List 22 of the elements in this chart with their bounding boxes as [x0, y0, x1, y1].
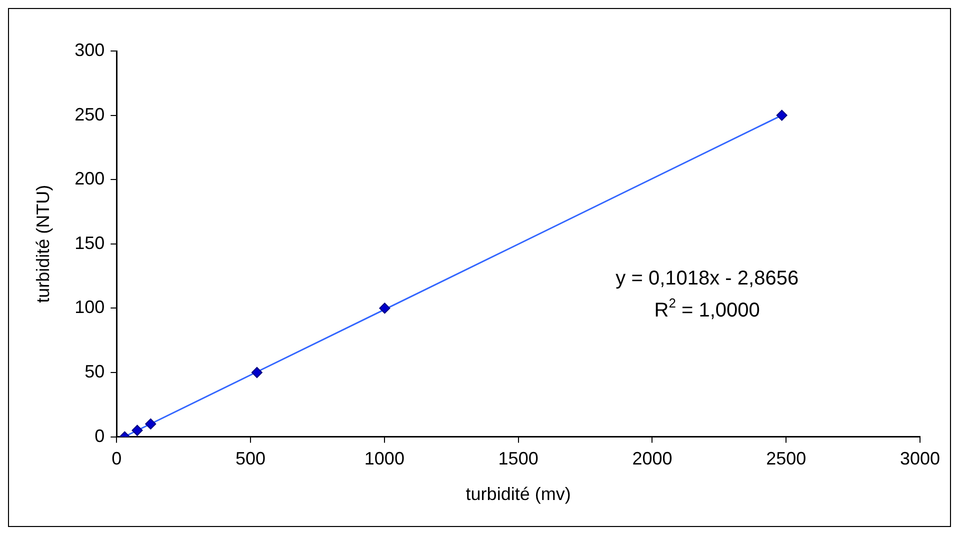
- y-tick-label: 300: [74, 40, 105, 60]
- y-tick-label: 200: [74, 168, 105, 189]
- x-axis-title: turbidité (mv): [466, 484, 571, 504]
- y-tick-label: 50: [84, 361, 105, 382]
- y-tick-label: 0: [94, 426, 105, 446]
- x-tick-label: 3000: [900, 448, 940, 469]
- y-tick-label: 100: [74, 297, 105, 318]
- x-tick-label: 2500: [766, 448, 806, 469]
- point: [379, 302, 390, 314]
- x-tick-label: 1500: [498, 448, 538, 469]
- y-tick-label: 150: [74, 232, 105, 253]
- point: [251, 367, 262, 378]
- y-tick-label: 250: [74, 104, 105, 124]
- x-tick-label: 0: [112, 448, 122, 469]
- point: [132, 424, 143, 436]
- x-tick-label: 1000: [364, 448, 404, 469]
- x-tick-label: 2000: [632, 448, 672, 469]
- point: [145, 418, 156, 430]
- annotation: y = 0,1018x - 2,8656: [616, 267, 799, 290]
- y-axis-title: turbidité (NTU): [32, 184, 53, 303]
- point: [776, 110, 788, 121]
- x-tick-label: 500: [236, 448, 266, 469]
